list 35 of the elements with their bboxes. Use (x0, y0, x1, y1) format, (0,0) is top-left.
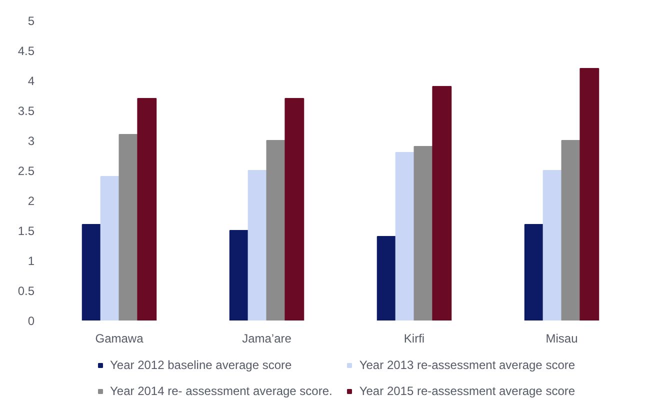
legend-label: Year 2012 baseline average score (110, 358, 292, 372)
x-tick-label: Gamawa (95, 332, 144, 346)
x-tick-label: Kirfi (404, 332, 425, 346)
bar (137, 98, 157, 320)
y-tick-label: 1.5 (18, 224, 35, 238)
y-tick-label: 3.5 (18, 104, 35, 118)
bar (395, 152, 415, 320)
y-tick-label: 2.5 (18, 164, 35, 178)
bar (524, 224, 544, 320)
bar (542, 170, 562, 320)
legend-label: Year 2013 re-assessment average score (359, 358, 576, 372)
bar (376, 236, 396, 320)
x-tick-label: Misau (546, 332, 578, 346)
bar (248, 170, 268, 320)
y-tick-label: 0 (28, 314, 35, 328)
y-tick-label: 2 (28, 194, 35, 208)
bar (284, 98, 304, 320)
y-tick-label: 4.5 (18, 44, 35, 58)
y-tick-label: 5 (28, 14, 35, 28)
bar (118, 134, 138, 320)
y-tick-label: 4 (28, 74, 35, 88)
y-tick-label: 1 (28, 254, 35, 268)
y-tick-label: 3 (28, 134, 35, 148)
bar (414, 146, 434, 320)
bar (82, 224, 102, 320)
legend-label: Year 2014 re- assessment average score. (110, 384, 332, 398)
legend-label: Year 2015 re-assessment average score (359, 384, 576, 398)
bar (580, 68, 600, 320)
bar (561, 140, 581, 320)
bar (229, 230, 249, 320)
y-tick-label: 0.5 (18, 284, 35, 298)
bar (432, 86, 452, 320)
bar (266, 140, 286, 320)
bar (100, 176, 120, 320)
x-tick-label: Jama’are (242, 332, 292, 346)
